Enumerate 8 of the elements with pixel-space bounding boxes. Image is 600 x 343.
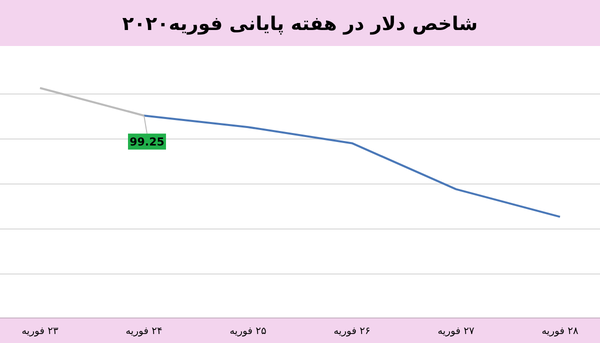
chart-title: شاخص دلار در هفته پایانی فوریه۲۰۲۰ [122, 13, 478, 35]
x-tick-label: ۲۴ فوریه [126, 326, 162, 337]
x-tick-label: ۲۳ فوریه [22, 326, 60, 337]
x-tick-label: ۲۸ فوریه [542, 326, 580, 337]
x-tick-label: ۲۷ فوریه [438, 326, 476, 337]
x-tick-label: ۲۶ فوریه [334, 326, 370, 337]
x-tick-label: ۲۵ فوریه [230, 326, 266, 337]
annotation: 99.25 [130, 136, 164, 149]
